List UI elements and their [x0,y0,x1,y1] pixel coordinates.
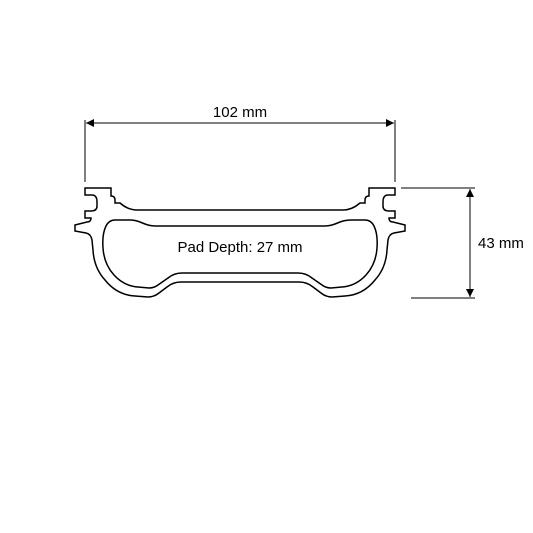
height-dimension: 43 mm [401,188,524,298]
width-label: 102 mm [213,104,267,121]
width-dimension: 102 mm [85,104,395,182]
technical-drawing: 102 mm 43 mm Pad Depth: 27 mm [0,0,533,533]
height-label: 43 mm [478,235,524,252]
drawing-canvas: 102 mm 43 mm Pad Depth: 27 mm [0,0,533,533]
depth-label: Pad Depth: 27 mm [177,239,302,256]
